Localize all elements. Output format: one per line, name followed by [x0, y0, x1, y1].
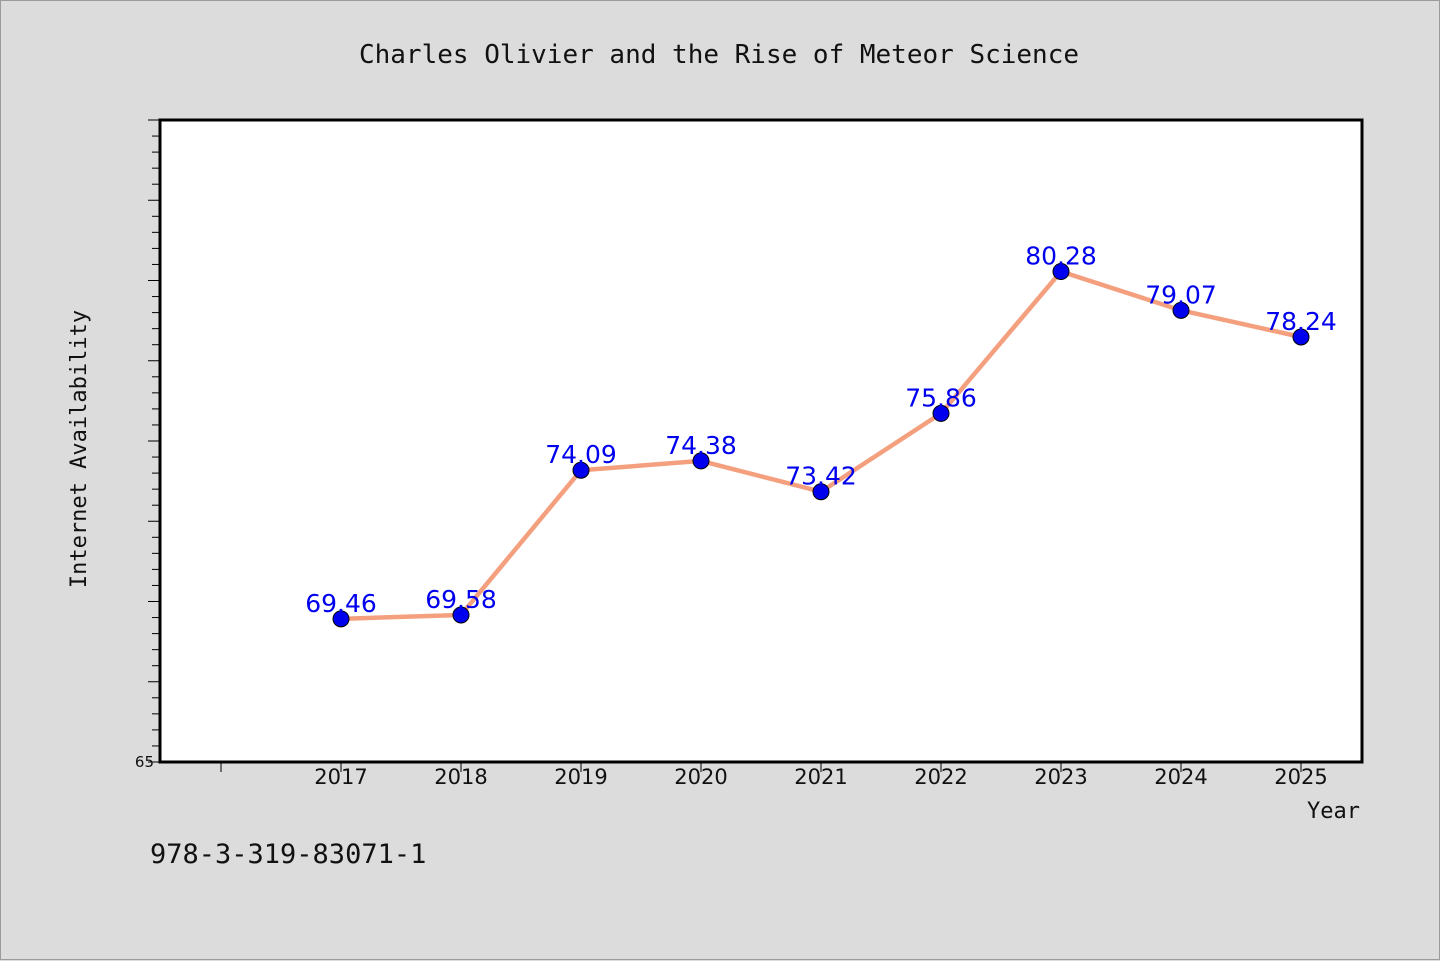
x-axis-ticks: 2017 2018 2019 2020 2021 2022 2023 2024 2025 [220, 762, 1328, 789]
data-label: 79.07 [1145, 280, 1217, 309]
plot-area [158, 118, 1364, 764]
data-point [572, 461, 590, 479]
data-point [1292, 328, 1310, 346]
x-tick-label: 2020 [674, 765, 727, 789]
data-label: 78.24 [1265, 307, 1337, 336]
data-point [692, 452, 710, 470]
data-point [452, 606, 470, 624]
data-point [332, 610, 350, 628]
data-point [812, 483, 830, 501]
x-tick-label: 2025 [1274, 765, 1327, 789]
data-label: 69.46 [305, 589, 377, 618]
series-layer: 69.46 69.58 74.09 74.38 73.42 75.86 80.28 79.07… [305, 242, 1337, 628]
data-label: 74.38 [665, 431, 737, 460]
x-tick-label: 2023 [1034, 765, 1087, 789]
data-point [1172, 301, 1190, 319]
y-axis-min-label: 65 [135, 753, 154, 771]
y-axis-label: Internet Availability [67, 310, 92, 588]
data-label: 69.58 [425, 585, 497, 614]
x-tick-label: 2019 [554, 765, 607, 789]
x-tick-label: 2017 [314, 765, 367, 789]
data-label: 80.28 [1025, 242, 1097, 271]
data-label: 73.42 [785, 462, 857, 491]
x-tick-label: 2021 [794, 765, 847, 789]
isbn-text: 978-3-319-83071-1 [150, 839, 426, 870]
x-tick-label: 2018 [434, 765, 487, 789]
x-tick-label: 2022 [914, 765, 967, 789]
y-axis-ticks [148, 119, 160, 763]
data-point [932, 404, 950, 422]
data-label: 75.86 [905, 383, 977, 412]
data-label: 74.09 [545, 440, 617, 469]
chart-title: Charles Olivier and the Rise of Meteor S… [359, 40, 1079, 70]
x-axis-label: Year [1307, 799, 1360, 824]
data-point [1052, 263, 1070, 281]
x-tick-label: 2024 [1154, 765, 1207, 789]
